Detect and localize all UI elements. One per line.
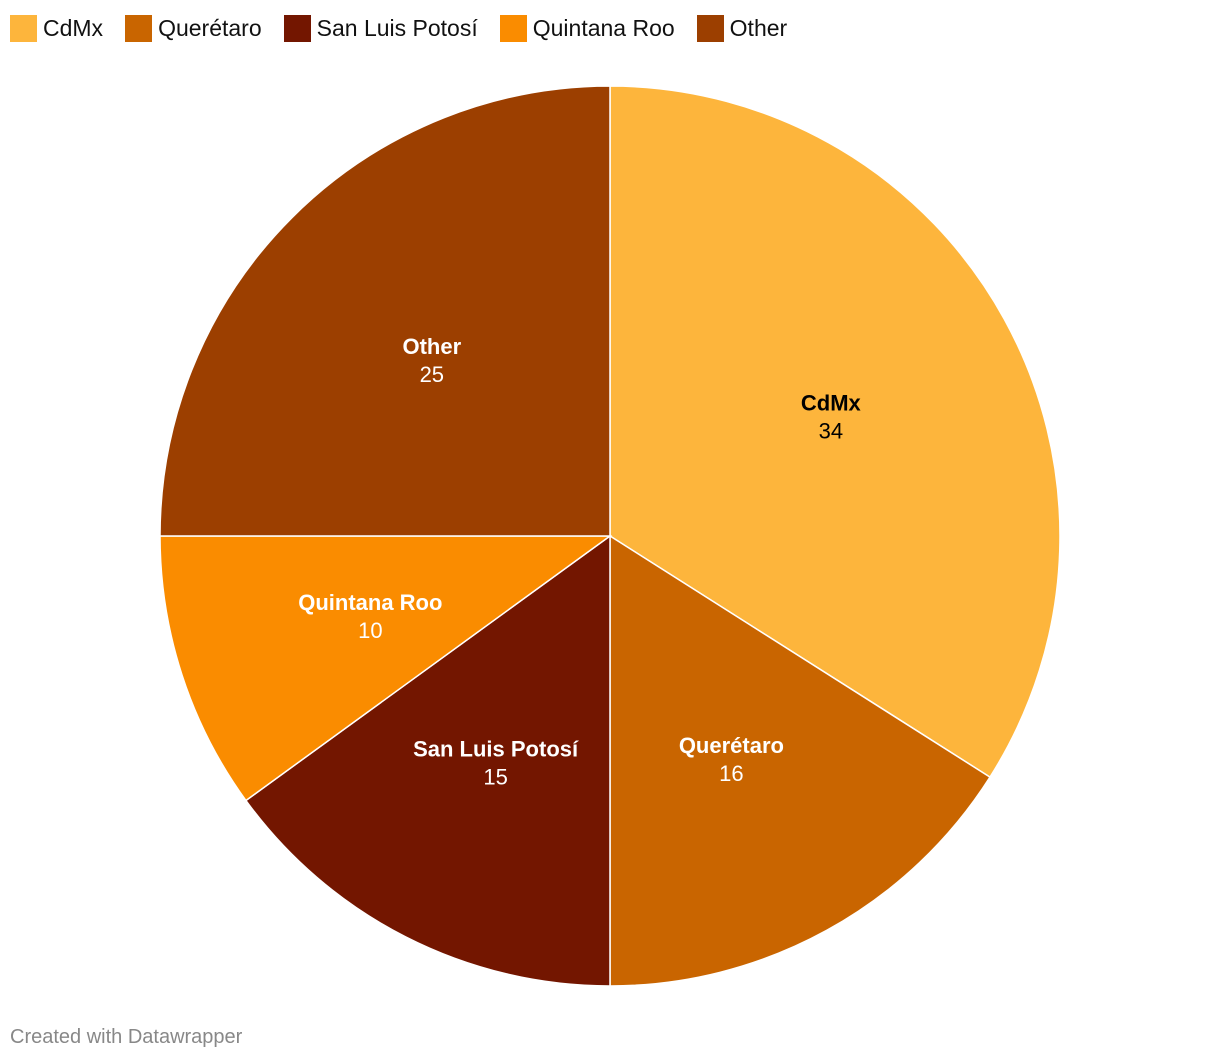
pie-slice-cdmx — [609, 85, 1061, 779]
slice-label-cdmx: CdMx — [801, 391, 862, 416]
legend-label-san-luis-potosi: San Luis Potosí — [316, 14, 478, 41]
pie-slice-queretaro — [609, 534, 991, 987]
legend-item-other: Other — [696, 14, 788, 42]
pie-slice-quintana-roo — [159, 535, 613, 802]
legend-swatch-queretaro — [125, 14, 153, 42]
slice-value-quintana-roo: 10 — [358, 618, 382, 643]
pie-slice-other — [159, 85, 611, 537]
legend-swatch-cdmx — [10, 14, 37, 42]
slice-label-san-luis-potosi: San Luis Potosí — [413, 737, 579, 762]
pie-slice-san-luis-potosi — [244, 534, 611, 987]
chart-legend: CdMx Querétaro San Luis Potosí Quintana … — [10, 12, 787, 44]
slice-label-quintana-roo: Quintana Roo — [298, 590, 442, 615]
legend-item-san-luis-potosi: San Luis Potosí — [283, 14, 478, 42]
slice-value-san-luis-potosi: 15 — [483, 765, 507, 790]
slice-value-cdmx: 34 — [819, 419, 843, 444]
legend-item-quintana-roo: Quintana Roo — [499, 14, 675, 42]
legend-item-queretaro: Querétaro — [125, 14, 262, 42]
legend-swatch-other — [696, 14, 724, 42]
slice-value-other: 25 — [420, 362, 444, 387]
slice-label-other: Other — [402, 334, 461, 359]
legend-label-quintana-roo: Quintana Roo — [532, 14, 675, 41]
legend-swatch-quintana-roo — [499, 14, 527, 42]
slice-label-queretaro: Querétaro — [679, 733, 784, 758]
datawrapper-credit: Created with Datawrapper — [10, 1026, 243, 1048]
legend-label-cdmx: CdMx — [43, 14, 104, 41]
legend-label-queretaro: Querétaro — [158, 14, 262, 41]
legend-item-cdmx: CdMx — [10, 14, 104, 42]
slice-value-queretaro: 16 — [719, 761, 743, 786]
legend-label-other: Other — [729, 14, 788, 41]
legend-swatch-san-luis-potosi — [283, 14, 311, 42]
